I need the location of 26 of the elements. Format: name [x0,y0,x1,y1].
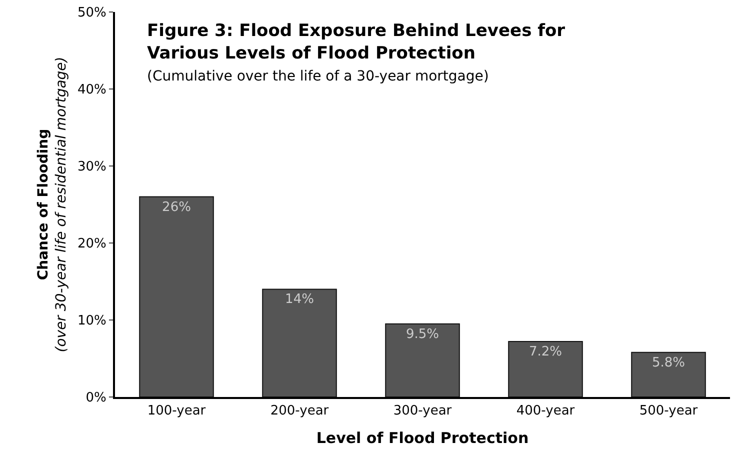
y-tick-label: 10% [77,314,106,329]
data-label: 5.8% [652,355,686,370]
bar [385,323,460,397]
text: (over 30-year life of residential mortgage) [54,56,70,352]
data-label: 9.5% [406,326,440,342]
data-label: 7.2% [528,344,562,360]
x-tick-label: 400-year [516,404,576,419]
y-tick-label: 50% [77,6,106,21]
text: (Cumulative over the life of a 30-year mortgage) [147,68,489,84]
x-tick-label: 200-year [270,404,330,419]
x-tick-label: 100-year [147,404,206,419]
bar [262,288,337,397]
data-label: 14% [285,292,314,308]
bar [139,196,214,397]
bar [631,352,706,397]
bar [508,341,583,397]
y-tick-label: 20% [77,236,106,252]
y-tick-label: 0% [86,390,106,406]
x-axis-title: Level of Flood Protection [316,429,529,448]
y-tick-label: 30% [77,160,106,175]
y-tick-label: 40% [77,82,106,98]
text: Figure 3: Flood Exposure Behind Levees for Various Levels of Flood Protection [147,21,566,64]
data-label: 26% [162,200,191,215]
y-axis-title: Chance of Flooding [35,128,52,280]
x-tick-label: 500-year [639,404,698,419]
x-tick-label: 300-year [393,404,452,419]
